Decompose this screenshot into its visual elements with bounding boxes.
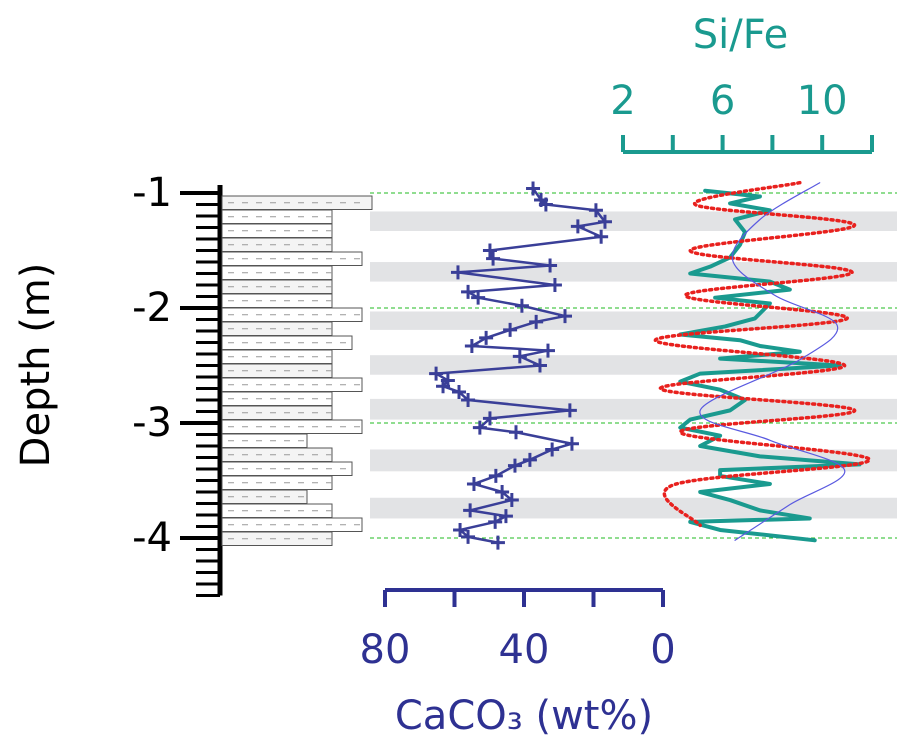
- data-point: [450, 265, 465, 280]
- data-point: [509, 425, 524, 440]
- data-point: [547, 278, 562, 293]
- x-tick-label: 2: [610, 78, 635, 124]
- data-point: [498, 509, 513, 524]
- data-point: [570, 219, 585, 234]
- data-point: [564, 436, 579, 451]
- data-point: [562, 403, 577, 418]
- data-point: [486, 251, 501, 266]
- data-point: [545, 442, 560, 457]
- data-point: [538, 197, 553, 212]
- data-point: [472, 420, 487, 435]
- y-tick-label: -3: [132, 400, 172, 446]
- y-tick-label: -2: [132, 285, 172, 331]
- data-point: [482, 411, 497, 426]
- data-point: [540, 343, 555, 358]
- data-point: [463, 503, 478, 518]
- data-point: [466, 476, 481, 491]
- y-tick-label: -4: [132, 515, 172, 561]
- data-point: [490, 535, 505, 550]
- data-point: [436, 379, 451, 394]
- shaded-interval: [370, 311, 897, 330]
- series-line: [699, 182, 846, 541]
- data-point: [482, 243, 497, 258]
- data-point: [488, 468, 503, 483]
- data-point: [461, 529, 476, 544]
- data-point: [514, 298, 529, 313]
- data-point: [594, 229, 609, 244]
- data-point: [471, 290, 486, 305]
- data-point: [526, 181, 541, 196]
- data-point: [504, 493, 519, 508]
- data-point: [522, 452, 537, 467]
- data-point: [503, 322, 518, 337]
- data-point: [597, 214, 612, 229]
- lithology-layer: [221, 433, 308, 448]
- y-tick-label: -1: [132, 170, 172, 216]
- data-point: [488, 514, 503, 529]
- shaded-interval: [370, 262, 897, 282]
- x-tick-label: 40: [499, 627, 550, 673]
- x-tick-label: 10: [797, 78, 848, 124]
- series-line: [434, 187, 607, 544]
- data-point: [529, 314, 544, 329]
- data-point: [543, 258, 558, 273]
- data-point: [461, 284, 476, 299]
- data-point: [532, 358, 547, 373]
- x-tick-label: 6: [710, 78, 735, 124]
- data-point: [479, 330, 494, 345]
- shaded-interval: [370, 211, 897, 231]
- data-point: [464, 338, 479, 353]
- data-point: [495, 485, 510, 500]
- x-axis-title: CaCO₃ (wt%): [395, 693, 653, 739]
- data-point: [429, 366, 444, 381]
- y-axis-title: Depth (m): [13, 263, 59, 468]
- lithology-column: [221, 195, 373, 546]
- x-tick-label: 0: [650, 627, 675, 673]
- x-tick-label: 80: [360, 627, 411, 673]
- data-point: [507, 458, 522, 473]
- series-line: [653, 180, 872, 528]
- data-point: [512, 349, 527, 364]
- x-axis-title: Si/Fe: [693, 12, 788, 58]
- data-point: [452, 384, 467, 399]
- data-point: [453, 522, 468, 537]
- data-point: [461, 393, 476, 408]
- data-point: [558, 309, 573, 324]
- data-point: [588, 203, 603, 218]
- shaded-interval: [370, 497, 897, 519]
- lithology-layer: [221, 489, 308, 504]
